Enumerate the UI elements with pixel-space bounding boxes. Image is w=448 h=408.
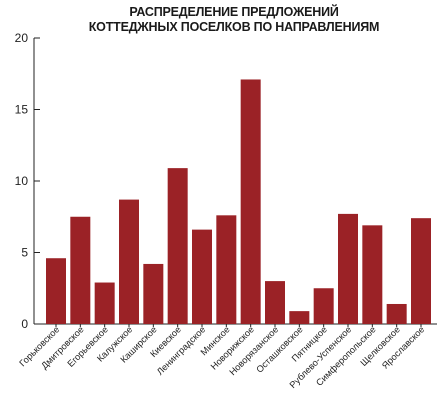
bar xyxy=(70,216,91,324)
bar xyxy=(289,311,310,324)
bar xyxy=(143,263,164,324)
bar xyxy=(216,215,237,324)
bar xyxy=(192,229,212,324)
chart-title-line-2: КОТТЕДЖНЫХ ПОСЕЛКОВ ПО НАПРАВЛЕНИЯМ xyxy=(88,20,380,34)
y-tick-label: 5 xyxy=(21,246,28,260)
bar xyxy=(313,288,334,324)
y-tick-label: 20 xyxy=(15,31,29,45)
bar xyxy=(386,303,407,324)
bar xyxy=(338,213,358,324)
bar xyxy=(240,79,261,324)
bar xyxy=(411,218,431,324)
bar xyxy=(94,282,115,324)
bar xyxy=(46,258,66,324)
bar xyxy=(119,199,139,324)
bar xyxy=(265,281,285,324)
y-tick-label: 10 xyxy=(15,174,29,188)
y-tick-label: 0 xyxy=(21,317,28,331)
chart-title: РАСПРЕДЕЛЕНИЕ ПРЕДЛОЖЕНИЙ КОТТЕДЖНЫХ ПОС… xyxy=(0,5,448,35)
bar xyxy=(167,168,188,324)
chart-title-line-1: РАСПРЕДЕЛЕНИЕ ПРЕДЛОЖЕНИЙ xyxy=(129,5,339,19)
y-tick-label: 15 xyxy=(15,103,29,117)
bar xyxy=(362,225,383,324)
